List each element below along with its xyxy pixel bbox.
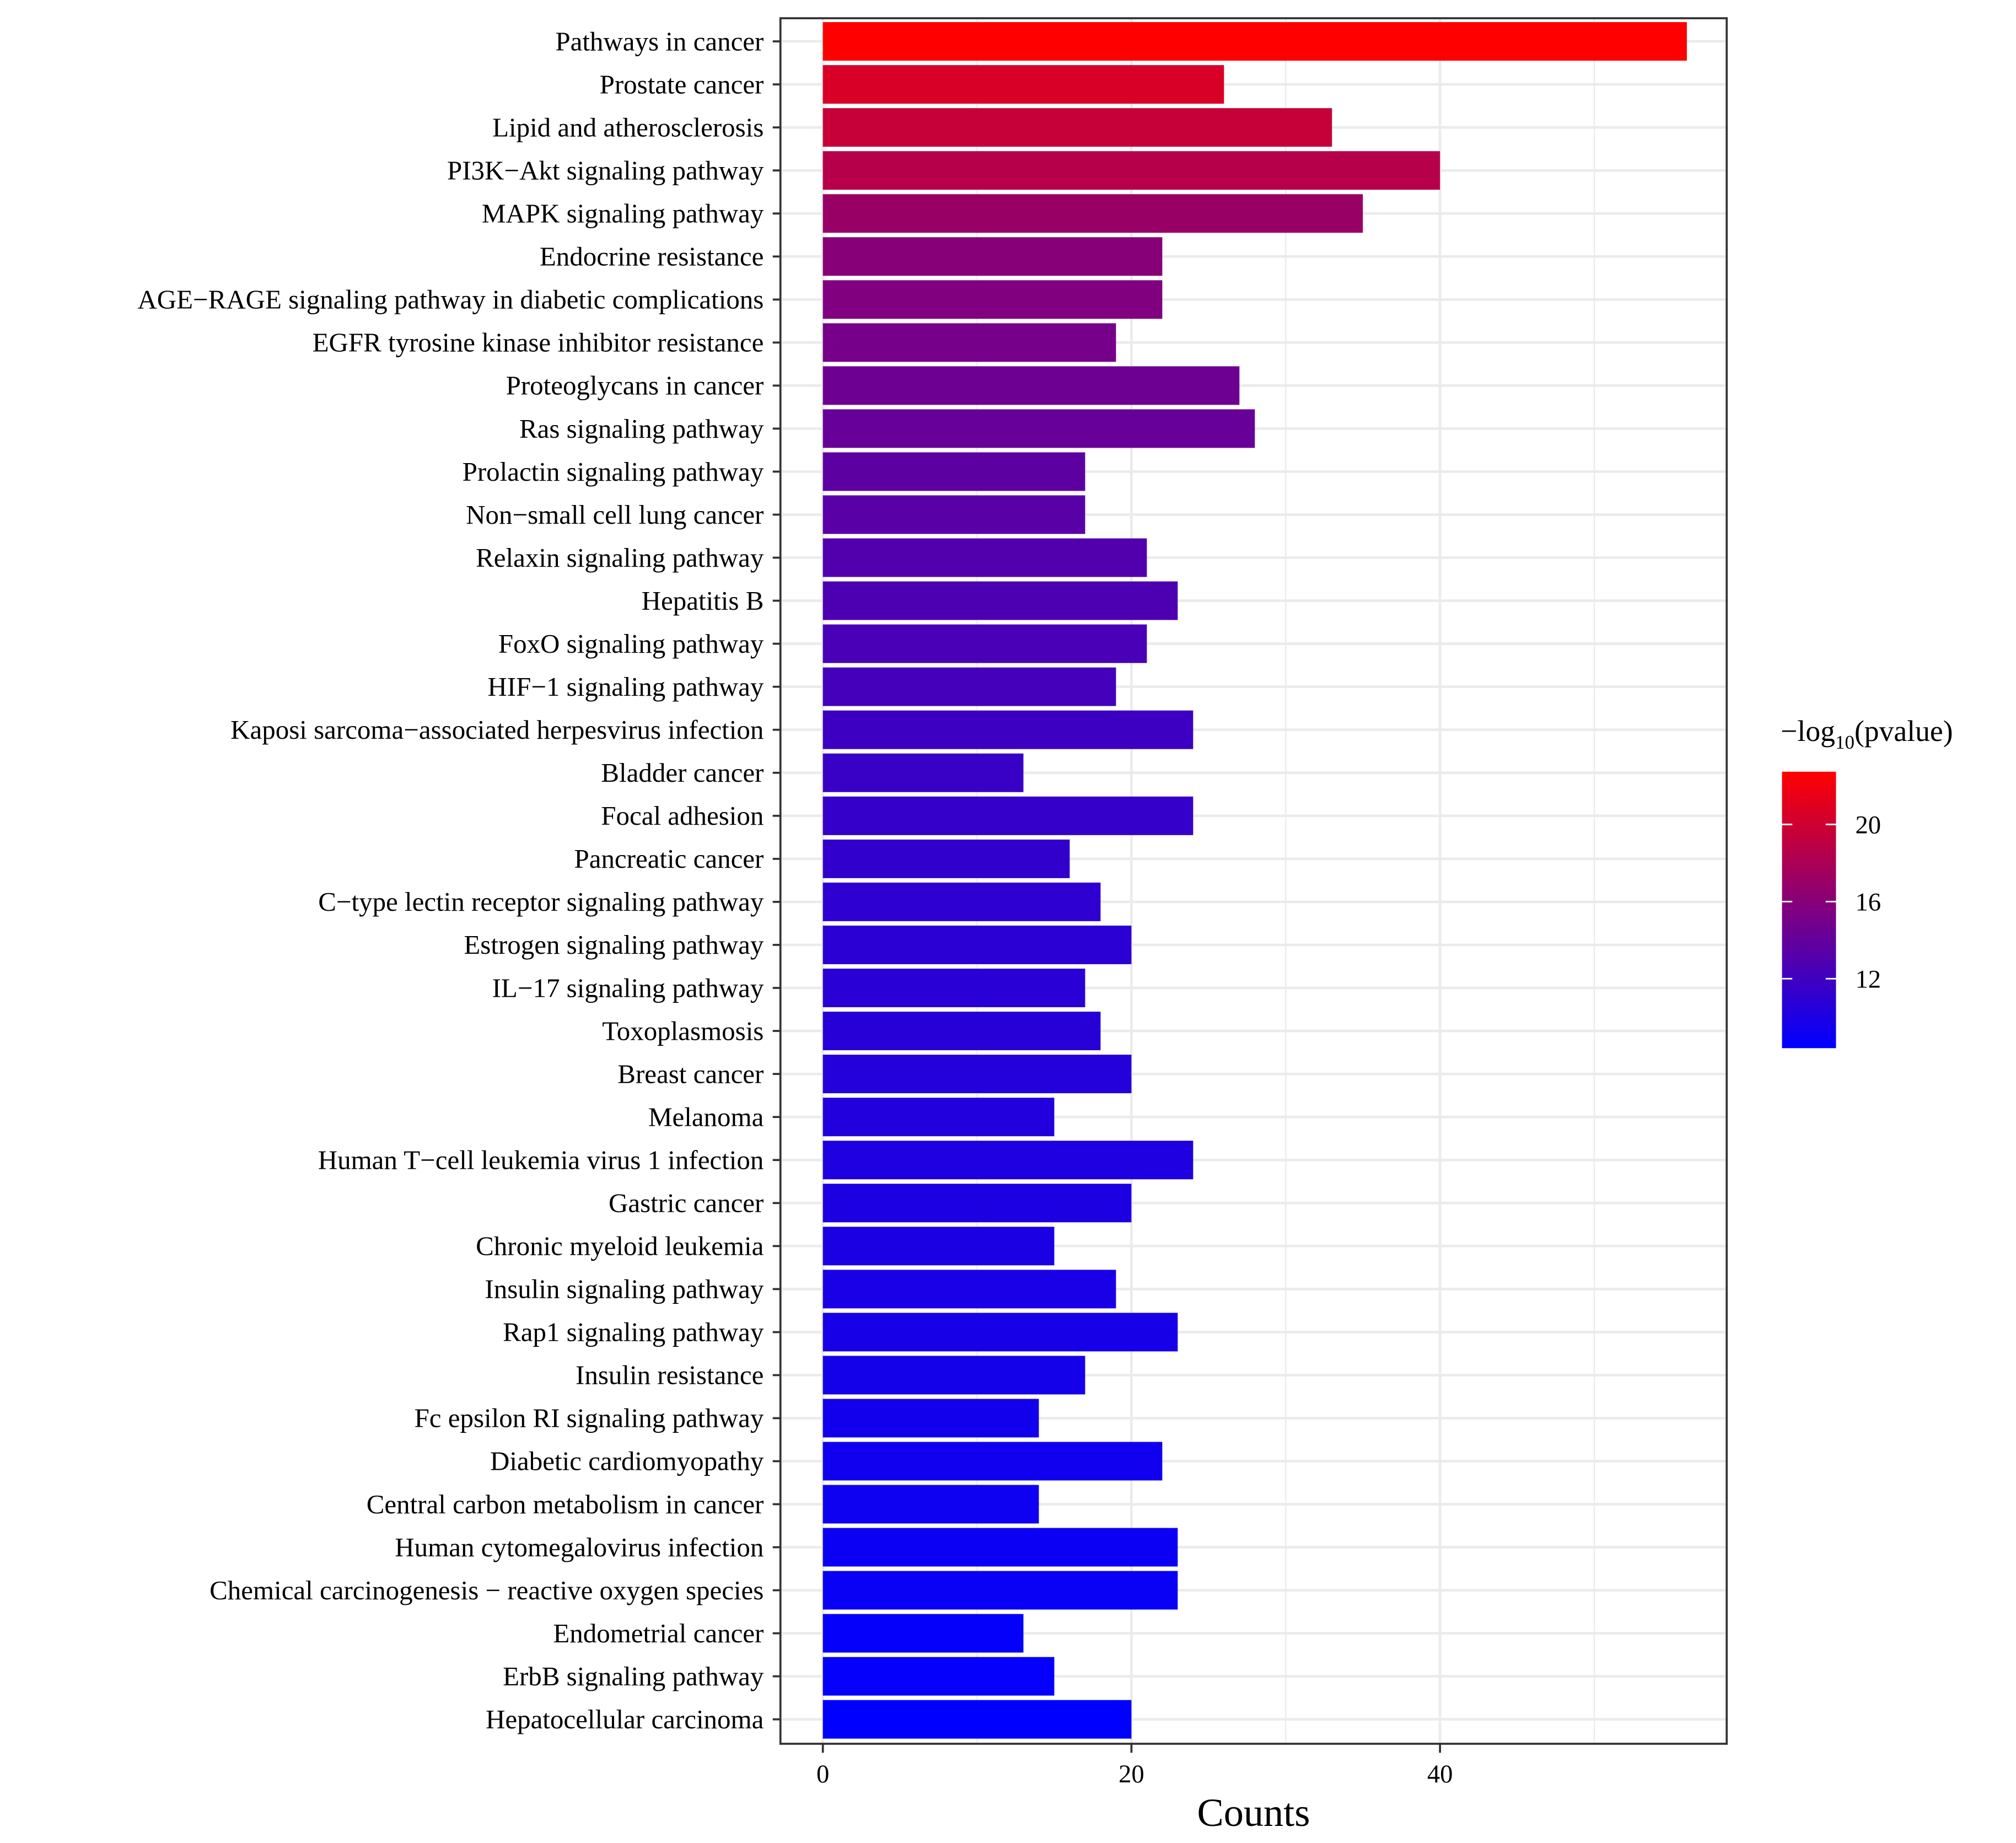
bar: [822, 1227, 1055, 1266]
y-tick-label: HIF−1 signaling pathway: [487, 671, 764, 702]
bar: [822, 968, 1085, 1007]
legend-tick-label: 20: [1855, 811, 1881, 840]
y-tick-label: Diabetic cardiomyopathy: [490, 1446, 764, 1476]
x-axis-ticks: 0 20 40: [816, 1743, 1453, 1788]
bar: [822, 409, 1255, 448]
y-tick-label: Melanoma: [648, 1101, 764, 1132]
y-tick-label: Insulin signaling pathway: [485, 1274, 764, 1304]
bar: [822, 1055, 1132, 1094]
bar: [822, 1571, 1178, 1610]
y-tick-label: Breast cancer: [617, 1058, 764, 1089]
y-tick-label: Prolactin signaling pathway: [463, 456, 764, 487]
y-tick-label: Fc epsilon RI signaling pathway: [415, 1403, 764, 1433]
bar: [822, 624, 1147, 663]
colorbar: [1782, 771, 1836, 1049]
plot-border: [779, 17, 1728, 1745]
bar: [822, 538, 1147, 577]
x-tick-label: 20: [1119, 1760, 1144, 1788]
bar: [822, 839, 1070, 878]
legend-ticks: 20 16 12: [1782, 811, 1881, 994]
bar: [822, 237, 1163, 276]
bar: [822, 667, 1116, 706]
bar: [822, 1614, 1024, 1653]
y-tick-label: Hepatitis B: [642, 585, 764, 616]
bar: [822, 925, 1132, 964]
bars: [822, 22, 1687, 1739]
color-legend: −log10(pvalue) 20 16 12: [1781, 714, 1953, 1049]
y-tick-label: FoxO signaling pathway: [498, 628, 764, 659]
bar: [822, 1270, 1116, 1309]
bar: [822, 1700, 1132, 1739]
bar: [822, 108, 1332, 147]
y-tick-label: Relaxin signaling pathway: [476, 542, 764, 573]
y-tick-label: Endometrial cancer: [553, 1618, 764, 1648]
y-tick-label: Rap1 signaling pathway: [503, 1317, 764, 1347]
y-tick-label: Toxoplasmosis: [602, 1015, 764, 1046]
y-tick-label: Estrogen signaling pathway: [464, 929, 764, 960]
y-tick-label: Insulin resistance: [576, 1360, 764, 1390]
y-tick-label: EGFR tyrosine kinase inhibitor resistanc…: [313, 327, 764, 358]
y-tick-label: Bladder cancer: [601, 757, 764, 788]
bar: [822, 1098, 1055, 1137]
y-tick-label: PI3K−Akt signaling pathway: [447, 155, 764, 186]
y-tick-label: Human cytomegalovirus infection: [395, 1532, 764, 1562]
bar: [822, 366, 1240, 405]
y-tick-label: Chronic myeloid leukemia: [476, 1231, 764, 1261]
y-tick-label: Human T−cell leukemia virus 1 infection: [318, 1145, 764, 1175]
y-tick-label: Prostate cancer: [600, 69, 764, 99]
y-tick-label: Non−small cell lung cancer: [466, 499, 764, 530]
y-tick-label: Lipid and atherosclerosis: [492, 112, 764, 142]
bar: [822, 452, 1085, 491]
y-tick-label: Proteoglycans in cancer: [506, 370, 764, 401]
bar: [822, 1399, 1039, 1438]
y-tick-label: Gastric cancer: [609, 1188, 764, 1218]
y-tick-label: Central carbon metabolism in cancer: [367, 1489, 764, 1519]
bar: [822, 796, 1194, 835]
y-tick-label: Pathways in cancer: [555, 26, 764, 56]
y-tick-label: MAPK signaling pathway: [482, 198, 764, 229]
bar: [822, 151, 1440, 190]
legend-tick-label: 12: [1855, 965, 1881, 994]
bar: [822, 65, 1224, 104]
bar: [822, 882, 1101, 921]
y-axis-labels: Pathways in cancer Prostate cancer Lipid a…: [137, 26, 781, 1734]
bar: [822, 1012, 1101, 1050]
bar: [822, 1356, 1085, 1395]
bar: [822, 1184, 1132, 1223]
y-tick-label: Focal adhesion: [601, 800, 764, 831]
bar: [822, 323, 1116, 362]
y-tick-label: Hepatocellular carcinoma: [486, 1704, 764, 1734]
x-tick-label: 0: [816, 1760, 829, 1788]
bar: [822, 753, 1024, 792]
x-tick-label: 40: [1427, 1760, 1453, 1788]
legend-tick-label: 16: [1855, 888, 1881, 917]
y-tick-label: Endocrine resistance: [540, 241, 764, 272]
y-tick-label: Pancreatic cancer: [574, 843, 764, 874]
bar: [822, 1528, 1178, 1567]
y-tick-label: Ras signaling pathway: [519, 413, 764, 444]
bar: [822, 710, 1194, 749]
bar: [822, 1313, 1178, 1352]
x-axis-title: Counts: [1197, 1791, 1310, 1835]
bar: [822, 22, 1687, 61]
bar: [822, 1657, 1055, 1696]
y-tick-label: C−type lectin receptor signaling pathway: [318, 886, 764, 917]
bar: [822, 194, 1363, 233]
bar: [822, 1442, 1163, 1481]
bar: [822, 1485, 1039, 1524]
bar: [822, 1141, 1194, 1180]
y-tick-label: Kaposi sarcoma−associated herpesvirus in…: [230, 714, 764, 745]
y-tick-label: Chemical carcinogenesis − reactive oxyge…: [209, 1575, 764, 1605]
bar: [822, 280, 1163, 319]
legend-title: −log10(pvalue): [1781, 714, 1953, 753]
bar: [822, 581, 1178, 620]
y-tick-label: ErbB signaling pathway: [503, 1661, 764, 1691]
y-tick-label: IL−17 signaling pathway: [492, 972, 764, 1003]
y-tick-label: AGE−RAGE signaling pathway in diabetic c…: [137, 284, 764, 315]
bar: [822, 495, 1085, 534]
